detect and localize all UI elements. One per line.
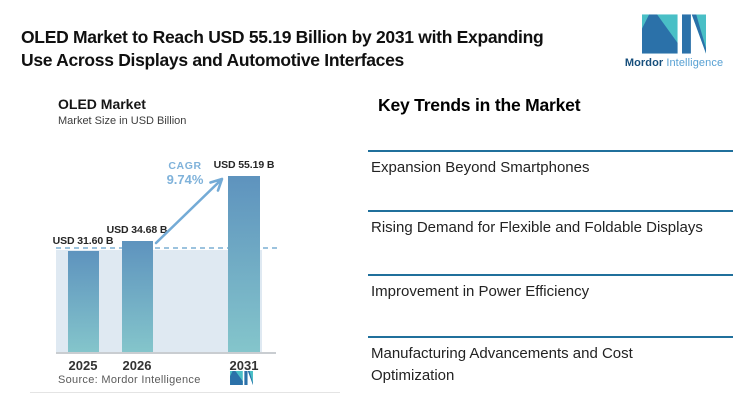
- brand-name-light: Intelligence: [666, 57, 724, 69]
- cagr-value: 9.74%: [166, 172, 204, 187]
- trend-item: Rising Demand for Flexible and Foldable …: [371, 219, 703, 236]
- x-tick-2031: 2031: [229, 358, 259, 373]
- bar-value-label-2026: USD 34.68 B: [106, 224, 168, 236]
- bar-value-label-2025: USD 31.60 B: [52, 235, 114, 247]
- mordor-logo-small-icon: [230, 371, 253, 390]
- chart-title: OLED Market: [58, 96, 146, 112]
- x-tick-2026: 2026: [122, 358, 152, 373]
- page-title: OLED Market to Reach USD 55.19 Billion b…: [21, 26, 544, 72]
- trend-item: Manufacturing Advancements and Cost Opti…: [371, 345, 633, 384]
- brand-logo: Mordor Intelligence: [608, 14, 740, 69]
- bar-2026: [122, 241, 153, 352]
- trend-divider: [368, 336, 733, 338]
- page-title-line-2: Use Across Displays and Automotive Inter…: [21, 50, 404, 70]
- trends-heading: Key Trends in the Market: [378, 95, 581, 115]
- footer-divider: [30, 392, 340, 393]
- page-title-line-1: OLED Market to Reach USD 55.19 Billion b…: [21, 27, 544, 47]
- bar-value-label-2031: USD 55.19 B: [213, 159, 275, 171]
- cagr-label: CAGR: [168, 160, 202, 172]
- chart-source: Source: Mordor Intelligence: [58, 374, 201, 386]
- chart-subtitle: Market Size in USD Billion: [58, 115, 187, 127]
- cagr-annotation: CAGR 9.74%: [154, 160, 216, 187]
- cagr-arrow-icon: [150, 172, 230, 255]
- trend-divider: [368, 274, 733, 276]
- chart-x-axis: [56, 352, 276, 354]
- bar-2025: [68, 251, 99, 352]
- trend-divider: [368, 150, 733, 152]
- trend-divider: [368, 210, 733, 212]
- x-tick-2025: 2025: [68, 358, 98, 373]
- trend-item: Improvement in Power Efficiency: [371, 283, 590, 300]
- bar-2031: [228, 176, 260, 352]
- chart-dashed-reference-line: [56, 247, 280, 249]
- brand-name-bold: Mordor: [624, 57, 664, 69]
- trend-item: Expansion Beyond Smartphones: [371, 159, 590, 176]
- mordor-intelligence-logo-icon: [608, 14, 740, 54]
- brand-name: Mordor Intelligence: [608, 57, 740, 69]
